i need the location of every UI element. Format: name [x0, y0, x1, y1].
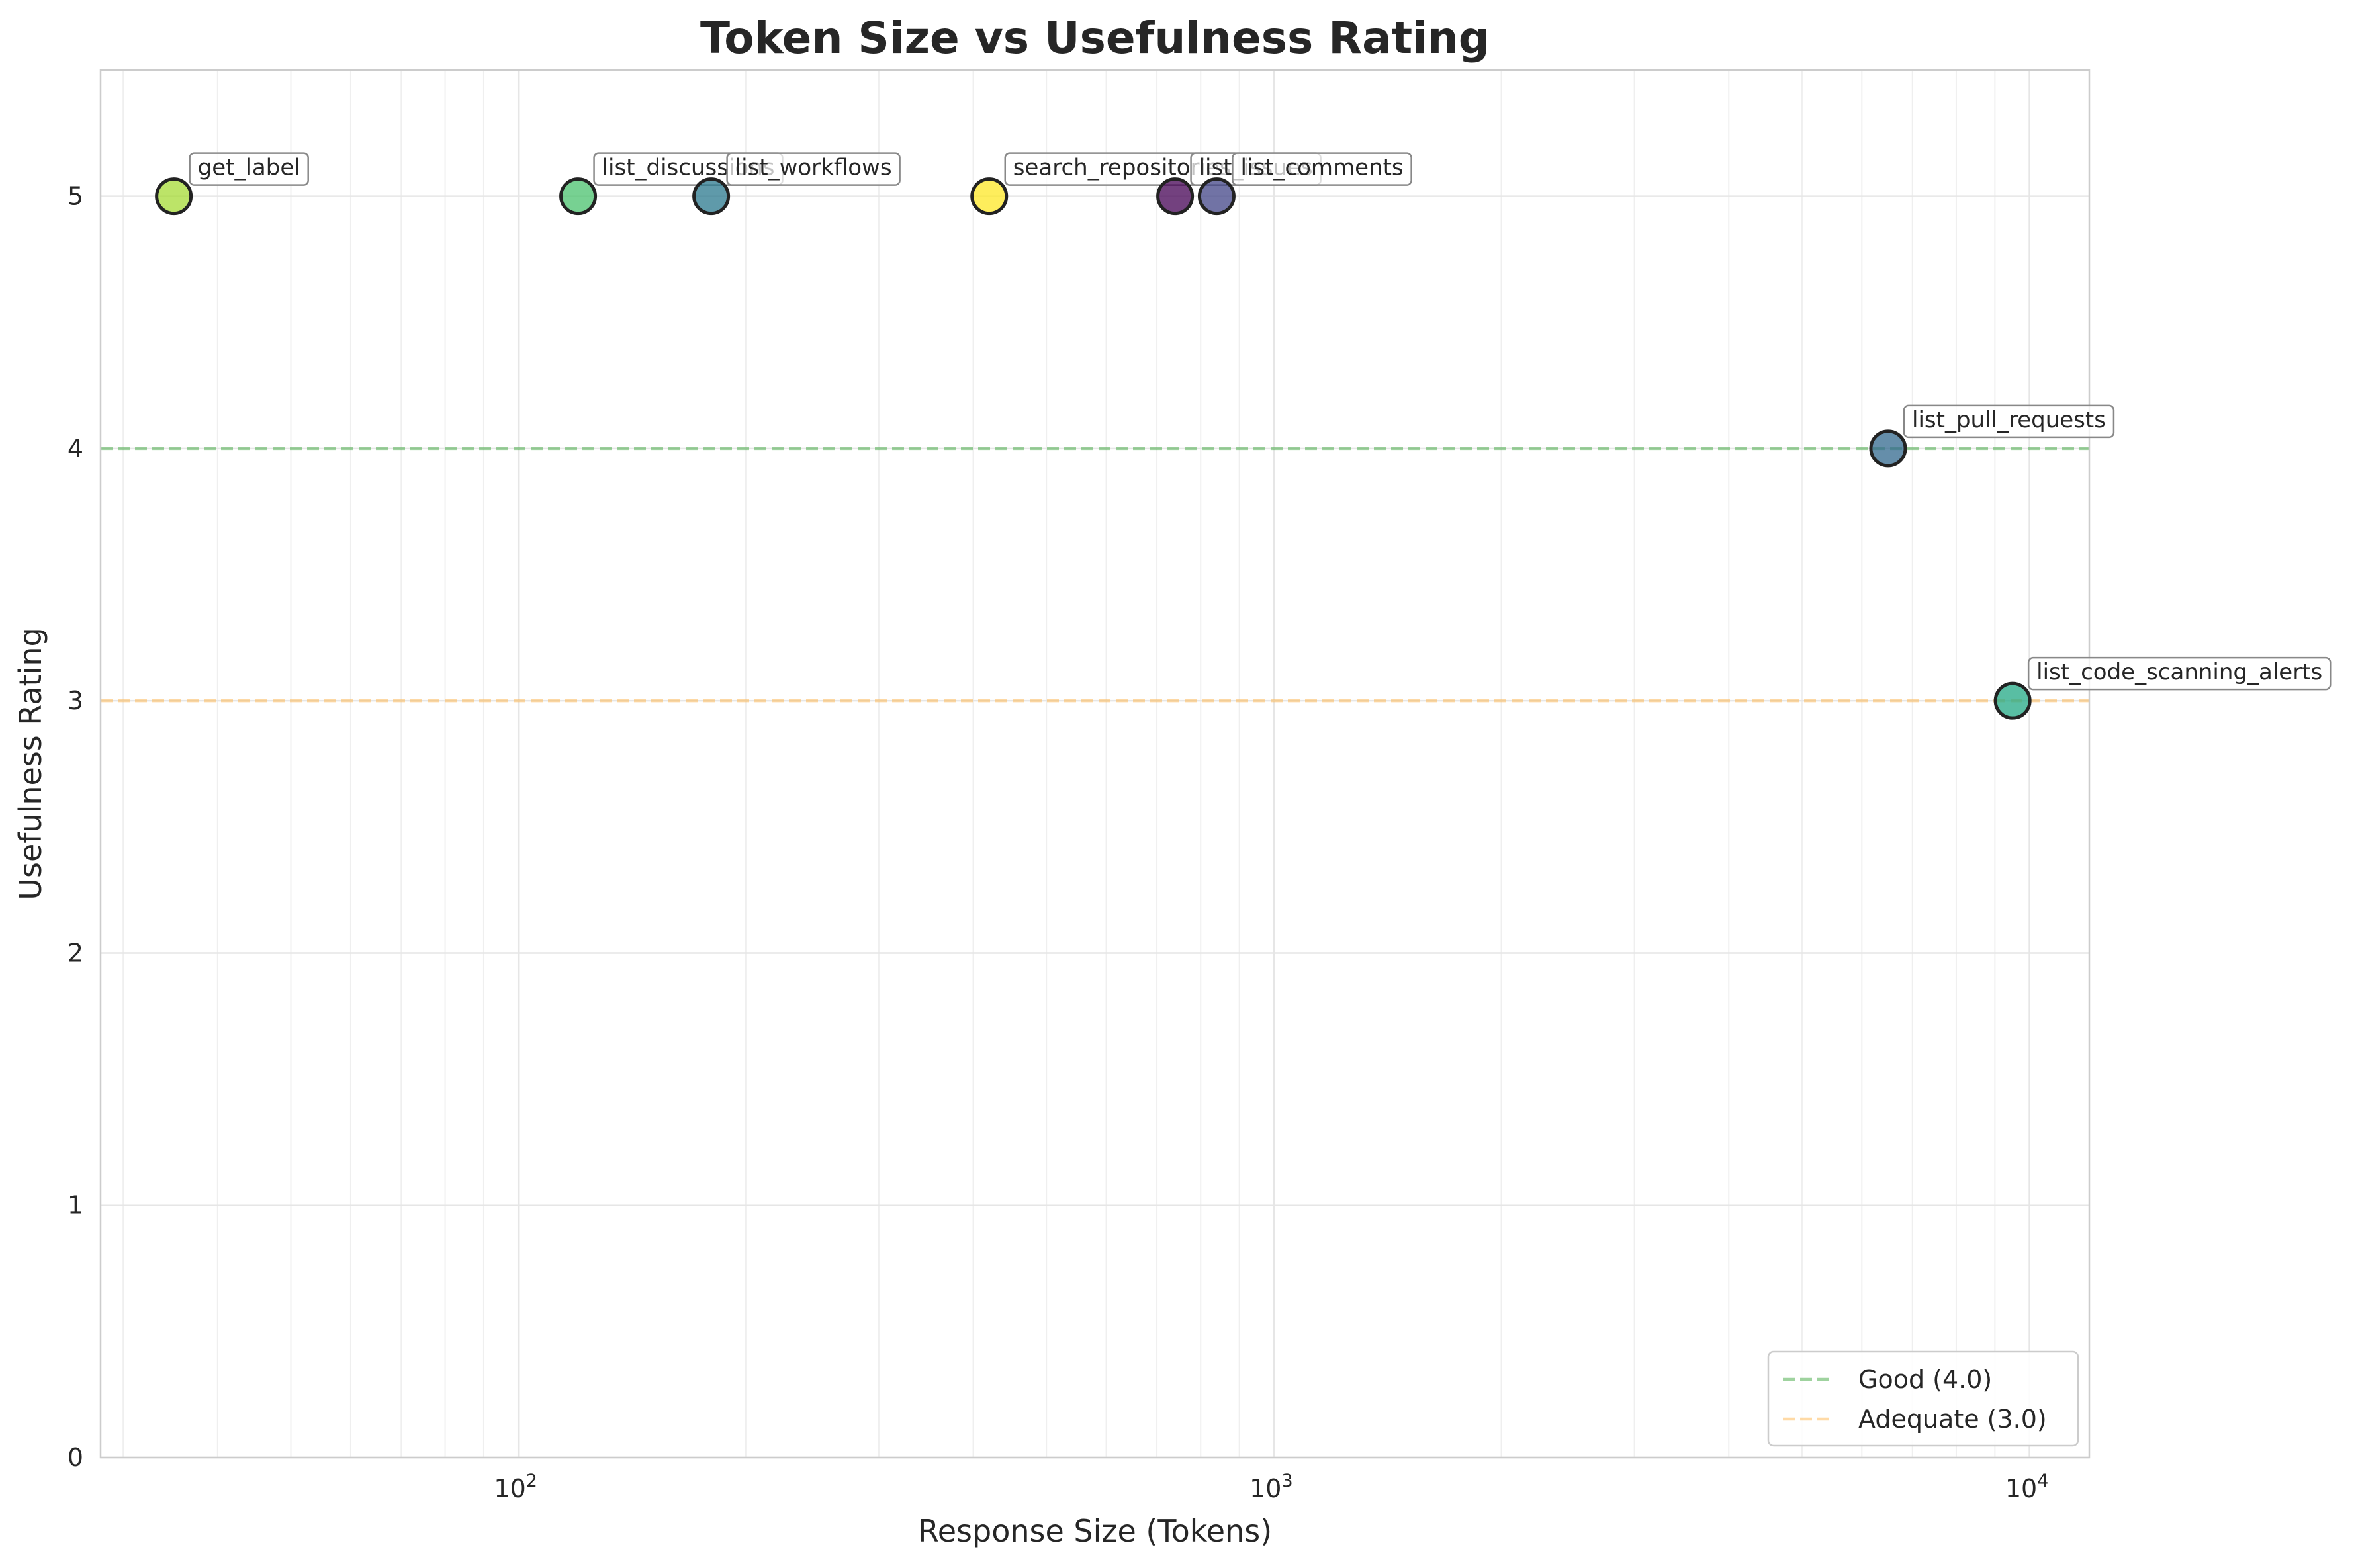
- point-annotation: list_workflows: [726, 152, 901, 186]
- y-tick-label: 5: [68, 182, 83, 211]
- chart-title: Token Size vs Usefulness Rating: [700, 13, 1490, 64]
- x-tick-exponent: 4: [2037, 1471, 2048, 1491]
- point-annotation: list_code_scanning_alerts: [2027, 656, 2332, 691]
- y-tick-label: 2: [68, 938, 83, 967]
- x-tick-base: 10: [2005, 1474, 2037, 1503]
- data-point: [559, 177, 598, 216]
- x-tick-label: 104: [2005, 1471, 2049, 1503]
- point-annotation: list_pull_requests: [1903, 404, 2115, 439]
- x-tick-exponent: 2: [526, 1471, 537, 1491]
- annotation-box: [726, 152, 901, 186]
- annotation-label: list_comments: [1240, 155, 1403, 181]
- annotation-box: [2027, 656, 2332, 691]
- x-tick-exponent: 3: [1281, 1471, 1292, 1491]
- y-tick-label: 4: [68, 434, 83, 463]
- y-tick-label: 3: [68, 686, 83, 715]
- x-tick-base: 10: [1249, 1474, 1281, 1503]
- x-tick-label: 102: [494, 1471, 537, 1503]
- annotation-box: [189, 152, 309, 186]
- reference-lines: [101, 447, 2089, 703]
- data-point: [1197, 177, 1236, 216]
- data-point: [970, 177, 1009, 216]
- data-point: [1869, 429, 1907, 468]
- grid-lines: [101, 70, 2089, 1459]
- x-axis-label: Response Size (Tokens): [918, 1513, 1272, 1549]
- y-tick-label: 1: [68, 1191, 83, 1220]
- x-tick-base: 10: [494, 1474, 525, 1503]
- x-axis-ticks: 102 103 104: [494, 1471, 2048, 1503]
- annotation-box: [1232, 152, 1412, 186]
- annotation-label: list_code_scanning_alerts: [2036, 659, 2322, 685]
- annotation-label: list_pull_requests: [1912, 407, 2106, 433]
- legend: Good (4.0) Adequate (3.0): [1767, 1350, 2079, 1447]
- data-point: [155, 177, 193, 216]
- annotation-box: [1903, 404, 2115, 439]
- plot-area-frame: [99, 69, 2091, 1459]
- legend-label: Good (4.0): [1858, 1365, 1992, 1394]
- y-axis-ticks: 0 1 2 3 4 5: [68, 182, 83, 1472]
- data-point: [1156, 177, 1195, 216]
- legend-label: Adequate (3.0): [1858, 1405, 2047, 1434]
- legend-box: [1767, 1350, 2079, 1447]
- annotation-label: list_workflows: [735, 155, 892, 181]
- x-tick-label: 103: [1249, 1471, 1293, 1503]
- y-axis-label: Usefulness Rating: [13, 627, 48, 900]
- data-points: [155, 177, 2032, 720]
- y-tick-label: 0: [68, 1443, 83, 1472]
- point-annotation: get_label: [189, 152, 309, 186]
- data-point: [1993, 681, 2032, 720]
- annotation-label: get_label: [198, 155, 300, 181]
- data-point: [692, 177, 731, 216]
- point-annotation: list_comments: [1232, 152, 1412, 186]
